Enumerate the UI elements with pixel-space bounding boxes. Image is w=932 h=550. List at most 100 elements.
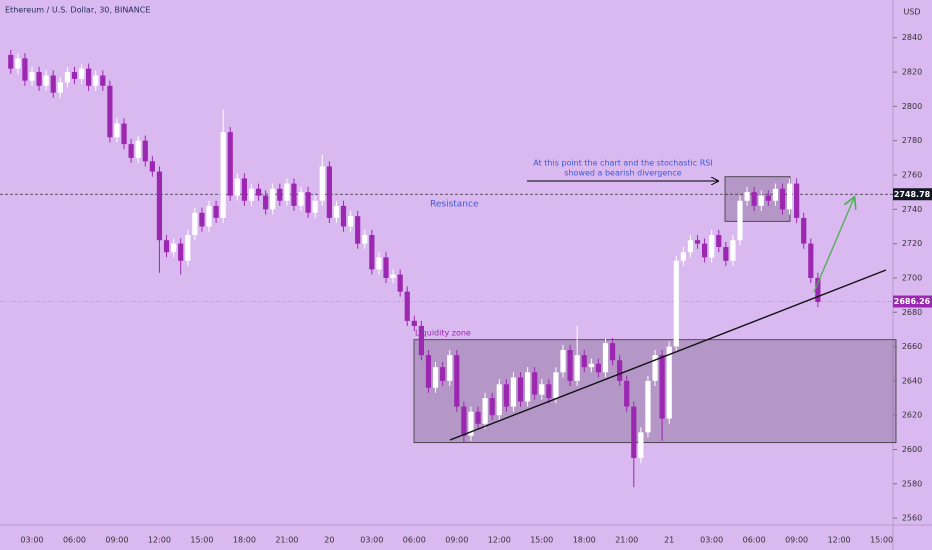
x-tick-label: 18:00 xyxy=(573,536,596,545)
candle-body xyxy=(786,183,793,210)
candle-body xyxy=(447,355,453,381)
candle-body xyxy=(284,183,290,201)
candle-body xyxy=(652,355,658,381)
candle-body xyxy=(362,235,368,244)
divergence-box xyxy=(724,176,791,222)
candle-body xyxy=(482,398,488,424)
candle-body xyxy=(29,72,35,81)
candle-body xyxy=(546,384,552,399)
candle-body xyxy=(100,75,106,86)
candle-body xyxy=(305,192,311,213)
candle-body xyxy=(326,166,332,218)
candle-body xyxy=(270,188,276,210)
candle-body xyxy=(440,367,446,381)
annotation: showed a bearish divergence xyxy=(564,169,681,178)
candle-body xyxy=(744,192,750,201)
candle-body xyxy=(171,243,177,253)
candle-body xyxy=(737,200,743,241)
candle-body xyxy=(631,406,637,459)
candle-body xyxy=(241,178,247,201)
candle-body xyxy=(432,367,439,388)
annotation: At this point the chart and the stochast… xyxy=(533,159,712,168)
candle-body xyxy=(716,235,722,248)
x-tick-label: 12:00 xyxy=(828,536,851,545)
candle-body xyxy=(468,411,474,436)
candle-body xyxy=(277,188,283,201)
candle-body xyxy=(312,200,318,213)
trend-line xyxy=(449,269,887,441)
candle-body xyxy=(638,432,644,459)
x-tick-label: 15:00 xyxy=(530,536,553,545)
y-tick-label: 2600 xyxy=(902,445,922,454)
candle-body xyxy=(199,212,205,227)
candle-body xyxy=(234,178,240,196)
candle-body xyxy=(156,171,163,241)
candle-body xyxy=(461,406,467,436)
candle-body xyxy=(390,274,396,278)
y-tick-label: 2840 xyxy=(902,33,922,42)
y-tick-label: 2660 xyxy=(902,342,922,351)
candle-body xyxy=(383,257,389,278)
candle-body xyxy=(291,183,297,206)
candle-body xyxy=(517,377,524,402)
x-tick-label: 03:00 xyxy=(700,536,723,545)
candle-body xyxy=(319,166,325,201)
y-tick-label: 2560 xyxy=(902,514,922,523)
candle-body xyxy=(779,188,786,210)
candle-body xyxy=(510,377,517,407)
annotation: Liquidity zone xyxy=(415,329,471,338)
candle-body xyxy=(121,123,127,145)
x-tick-label: 21:00 xyxy=(275,536,298,545)
y-tick-label: 2680 xyxy=(902,308,922,317)
candle-body xyxy=(107,85,113,138)
candle-body xyxy=(723,247,729,261)
candle-body xyxy=(574,355,580,381)
price-tag xyxy=(893,295,932,308)
y-tick-label: 2700 xyxy=(902,273,922,282)
x-tick-label: 06:00 xyxy=(743,536,766,545)
candle-body xyxy=(609,343,616,361)
candle-body xyxy=(560,350,566,373)
axis-unit: USD xyxy=(903,8,920,17)
y-tick-label: 2760 xyxy=(902,171,922,180)
candle-body xyxy=(758,195,764,206)
candle-body xyxy=(687,240,694,253)
candle-body xyxy=(43,75,49,86)
candle-body xyxy=(680,252,686,261)
candle-body xyxy=(206,205,212,227)
x-tick-label: 09:00 xyxy=(785,536,808,545)
candle-body xyxy=(142,140,148,162)
x-tick-label: 21 xyxy=(664,536,674,545)
x-tick-label: 15:00 xyxy=(190,536,213,545)
price-tag xyxy=(893,188,932,201)
candle-body xyxy=(185,235,191,261)
candle-body xyxy=(78,68,85,79)
candle-body xyxy=(801,217,807,244)
x-tick-label: 18:00 xyxy=(233,536,256,545)
candle-body xyxy=(503,384,509,407)
candle-body xyxy=(815,277,821,302)
candle-body xyxy=(57,82,63,93)
x-tick-label: 03:00 xyxy=(360,536,383,545)
candle-body xyxy=(645,380,651,433)
candle-body xyxy=(340,205,347,227)
y-tick-label: 2720 xyxy=(902,239,922,248)
candle-body xyxy=(588,363,594,368)
x-tick-label: 15:00 xyxy=(870,536,893,545)
x-tick-label: 03:00 xyxy=(20,536,43,545)
candle-body xyxy=(15,58,21,69)
candle-body xyxy=(227,132,233,196)
candle-body xyxy=(163,240,170,253)
candle-body xyxy=(376,257,382,270)
candle-body xyxy=(149,161,155,172)
candle-body xyxy=(730,240,736,261)
candle-body xyxy=(624,380,630,407)
candle-body xyxy=(694,240,701,244)
candle-body xyxy=(496,384,502,416)
x-tick-label: 20 xyxy=(324,536,334,545)
candle-body xyxy=(595,363,601,373)
candle-body xyxy=(128,144,134,158)
x-tick-label: 06:00 xyxy=(63,536,86,545)
candle-body xyxy=(751,192,757,206)
